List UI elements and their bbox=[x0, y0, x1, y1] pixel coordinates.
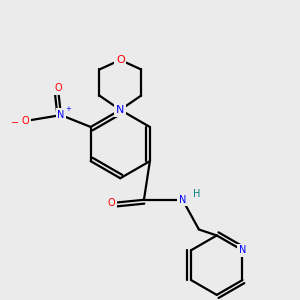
Text: −: − bbox=[11, 118, 19, 128]
Text: +: + bbox=[65, 106, 71, 112]
Text: N: N bbox=[239, 245, 246, 255]
Text: N: N bbox=[57, 110, 64, 120]
Text: N: N bbox=[116, 105, 124, 115]
Text: O: O bbox=[107, 198, 115, 208]
Text: N: N bbox=[179, 195, 186, 205]
Text: O: O bbox=[54, 83, 62, 93]
Text: O: O bbox=[22, 116, 29, 126]
Text: H: H bbox=[193, 189, 200, 200]
Text: O: O bbox=[116, 55, 125, 65]
